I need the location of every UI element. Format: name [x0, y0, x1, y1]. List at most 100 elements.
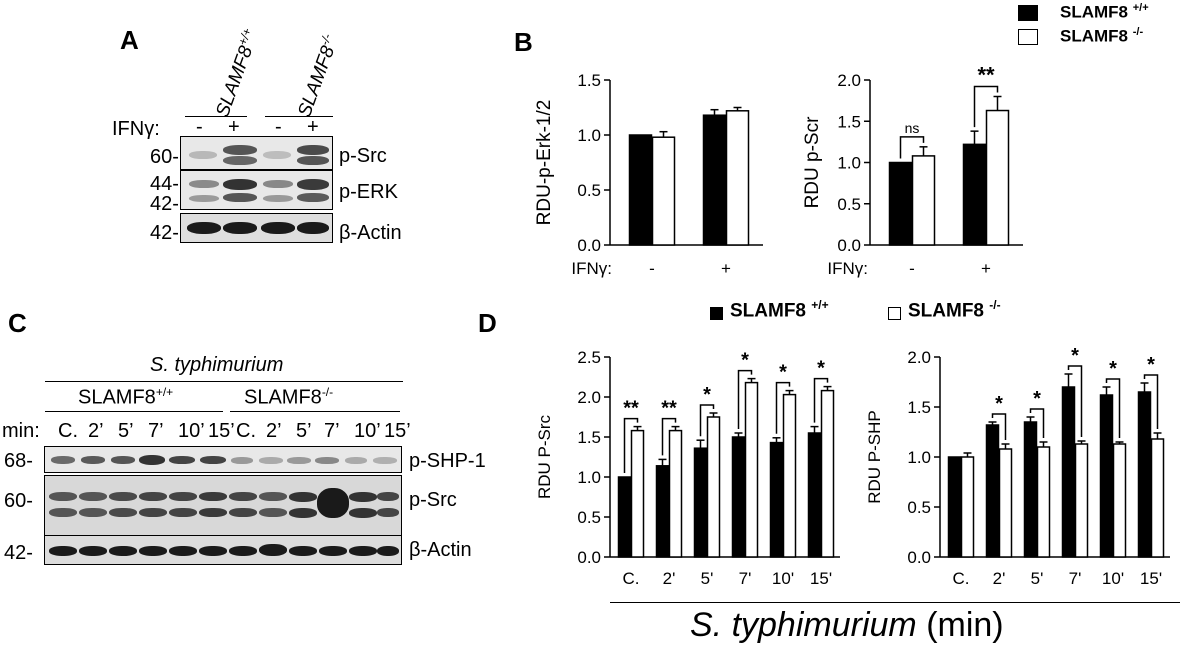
bar-ko	[725, 110, 750, 246]
x-tick-label: 10'	[772, 569, 794, 588]
panel-c-protein-label: p-SHP-1	[409, 450, 486, 472]
significance-label: *	[1109, 358, 1117, 380]
significance-bracket	[813, 377, 829, 423]
panel-c-time-label: 5’	[118, 420, 134, 442]
bar-ko	[1036, 446, 1051, 558]
panel-c-time-label: C.	[236, 420, 256, 442]
x-tick-label: 7'	[739, 569, 752, 588]
panel-a-group-line-wt	[185, 116, 247, 117]
chart-d2: 0.0 0.5 1.0 1.5 2.0 RDU P-SHP C. 2' * 5' * 7' * 10' * 1…	[865, 345, 1170, 588]
panel-a-blot-psrc	[180, 136, 333, 170]
y-tick-label: 0.5	[907, 498, 931, 517]
x-tick-label: 10'	[1102, 569, 1124, 588]
panel-d-xaxis-title: S. typhimurium (min)	[690, 606, 1004, 644]
bar-wt	[1061, 386, 1076, 558]
significance-label: **	[661, 398, 677, 420]
panel-a-protein-label: p-Src	[339, 145, 387, 167]
legend-swatch-wt	[710, 307, 723, 320]
bar-wt	[888, 161, 913, 246]
bar-wt	[947, 456, 962, 558]
y-tick-label: 0.0	[907, 548, 931, 567]
bar-ko	[985, 109, 1010, 246]
panel-a-marker: 60-	[150, 146, 179, 168]
legend-label-wt: SLAMF8 +/+	[730, 298, 829, 322]
legend-label-ko: SLAMF8 -/-	[908, 298, 1001, 322]
x-tick-label: +	[981, 259, 991, 278]
bar-ko	[1112, 443, 1127, 558]
y-tick-label: 2.0	[907, 348, 931, 367]
panel-a-group-label-ko: SLAMF8-/-	[294, 31, 340, 120]
bar-ko	[630, 429, 645, 558]
bar-ko	[998, 448, 1013, 558]
panel-c-protein-label: p-Src	[409, 489, 457, 511]
bar-wt	[731, 436, 746, 558]
y-axis-label: RDU-p-Erk-1/2	[534, 100, 555, 226]
x-tick-label: C.	[623, 569, 640, 588]
panel-a-blot-perk	[180, 170, 333, 210]
x-tick-label: -	[649, 259, 655, 278]
panel-c-group-label-wt: SLAMF8+/+	[78, 385, 174, 409]
chart-b2: 0.0 0.5 1.0 1.5 2.0 RDU p-Scr - ns + ** IFNγ:	[802, 63, 1023, 278]
significance-bracket	[973, 85, 999, 128]
x-tick-label: -	[909, 259, 915, 278]
bar-ko	[668, 429, 683, 558]
panel-a-protein-label: β-Actin	[339, 222, 402, 244]
legend-label-wt: SLAMF8 +/+	[1060, 2, 1149, 22]
panel-b-label: B	[514, 27, 533, 57]
x-tick-label: 15'	[1140, 569, 1162, 588]
panel-a-marker: 44-	[150, 173, 179, 195]
x-tick-label: 5'	[701, 569, 714, 588]
bar-ko	[911, 155, 936, 246]
panel-a-label: A	[120, 25, 139, 55]
significance-bracket	[661, 417, 677, 456]
panel-c-time-label: C.	[58, 420, 78, 442]
panel-c-time-label: 2’	[266, 420, 282, 442]
legend-label-ko: SLAMF8 -/-	[1060, 26, 1144, 46]
panel-a-group-label-wt: SLAMF8+/+	[212, 26, 258, 120]
significance-label: *	[995, 393, 1003, 415]
bar-wt	[807, 432, 822, 558]
panel-c-time-label: 7’	[324, 420, 340, 442]
y-tick-label: 2.5	[577, 348, 601, 367]
legend-swatch-ko	[888, 307, 901, 320]
significance-bracket	[1143, 374, 1159, 429]
panel-c-blot-psrc	[44, 475, 402, 540]
bar-ko	[706, 416, 721, 558]
significance-label: *	[1147, 354, 1155, 376]
panel-c-marker: 68-	[4, 450, 33, 472]
y-tick-label: 1.0	[907, 448, 931, 467]
panel-c-marker: 60-	[4, 490, 33, 512]
x-tick-label: 5'	[1031, 569, 1044, 588]
panel-a-marker: 42-	[150, 193, 179, 215]
y-tick-label: 2.0	[837, 71, 861, 90]
significance-bracket	[991, 413, 1007, 440]
panel-c-label: C	[8, 308, 27, 338]
significance-label: *	[779, 362, 787, 384]
panel-a-marker: 42-	[150, 222, 179, 244]
x-tick-label: 2'	[663, 569, 676, 588]
panel-c-min-label: min:	[2, 420, 40, 442]
bar-ko	[1074, 443, 1089, 558]
chart-b1: 0.0 0.5 1.0 1.5 RDU-p-Erk-1/2 - + IFNγ:	[534, 71, 763, 278]
significance-bracket	[1029, 408, 1045, 438]
bar-wt	[769, 441, 784, 558]
panel-a-blot-actin	[180, 213, 333, 243]
panel-c-time-label: 10’	[354, 420, 381, 442]
panel-a-treatment: -	[196, 116, 203, 138]
panel-c-protein-label: β-Actin	[409, 539, 472, 561]
panel-c-title-line	[45, 381, 403, 382]
panel-d-xaxis-line	[610, 602, 1180, 603]
y-tick-label: 0.5	[837, 195, 861, 214]
panel-c-group-line-ko	[230, 411, 400, 412]
x-tick-label: C.	[953, 569, 970, 588]
y-tick-label: 0.0	[577, 236, 601, 255]
significance-label: *	[741, 350, 749, 372]
panel-c-blot-pshp1	[44, 446, 402, 473]
bar-wt	[1023, 421, 1038, 558]
bar-ko	[782, 393, 797, 558]
significance-bracket	[1105, 378, 1121, 438]
panel-c-time-label: 7’	[148, 420, 164, 442]
significance-label: *	[703, 384, 711, 406]
significance-bracket	[623, 417, 639, 473]
